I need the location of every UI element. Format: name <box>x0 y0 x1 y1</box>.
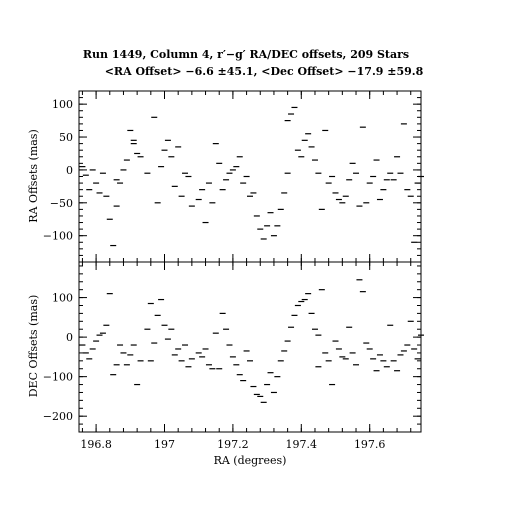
y-axis-label-dec: DEC Offsets (mas) <box>27 295 40 398</box>
x-tick-label: 197.2 <box>217 438 249 451</box>
y-tick-label: −100 <box>43 371 73 384</box>
dec-offsets-panel: −200 −100 0 100 196.8 197 197.2 197.4 197.6 <box>43 261 424 451</box>
y-tick-label: −50 <box>50 197 73 210</box>
panel-frame <box>78 90 422 263</box>
ra-offsets-panel: −100 −50 0 50 100 <box>43 90 424 263</box>
chart-title-line1: Run 1449, Column 4, r′−g′ RA/DEC offsets… <box>83 48 409 61</box>
y-tick-label: 0 <box>66 164 73 177</box>
chart-title-line2: <RA Offset> −6.6 ±45.1, <Dec Offset> −17… <box>105 65 424 78</box>
y-tick-label: −100 <box>43 230 73 243</box>
y-axis-label-ra: RA Offsets (mas) <box>27 129 40 223</box>
panel-frame <box>78 261 422 433</box>
x-axis-label: RA (degrees) <box>214 454 287 467</box>
x-tick-label: 197.6 <box>354 438 386 451</box>
x-tick-label: 196.8 <box>80 438 112 451</box>
y-tick-label: 100 <box>52 292 73 305</box>
y-tick-label: 0 <box>66 331 73 344</box>
x-tick-label: 197.4 <box>286 438 318 451</box>
y-tick-label: −200 <box>43 410 73 423</box>
y-tick-label: 100 <box>52 98 73 111</box>
x-tick-label: 197 <box>154 438 175 451</box>
y-tick-label: 50 <box>59 131 73 144</box>
